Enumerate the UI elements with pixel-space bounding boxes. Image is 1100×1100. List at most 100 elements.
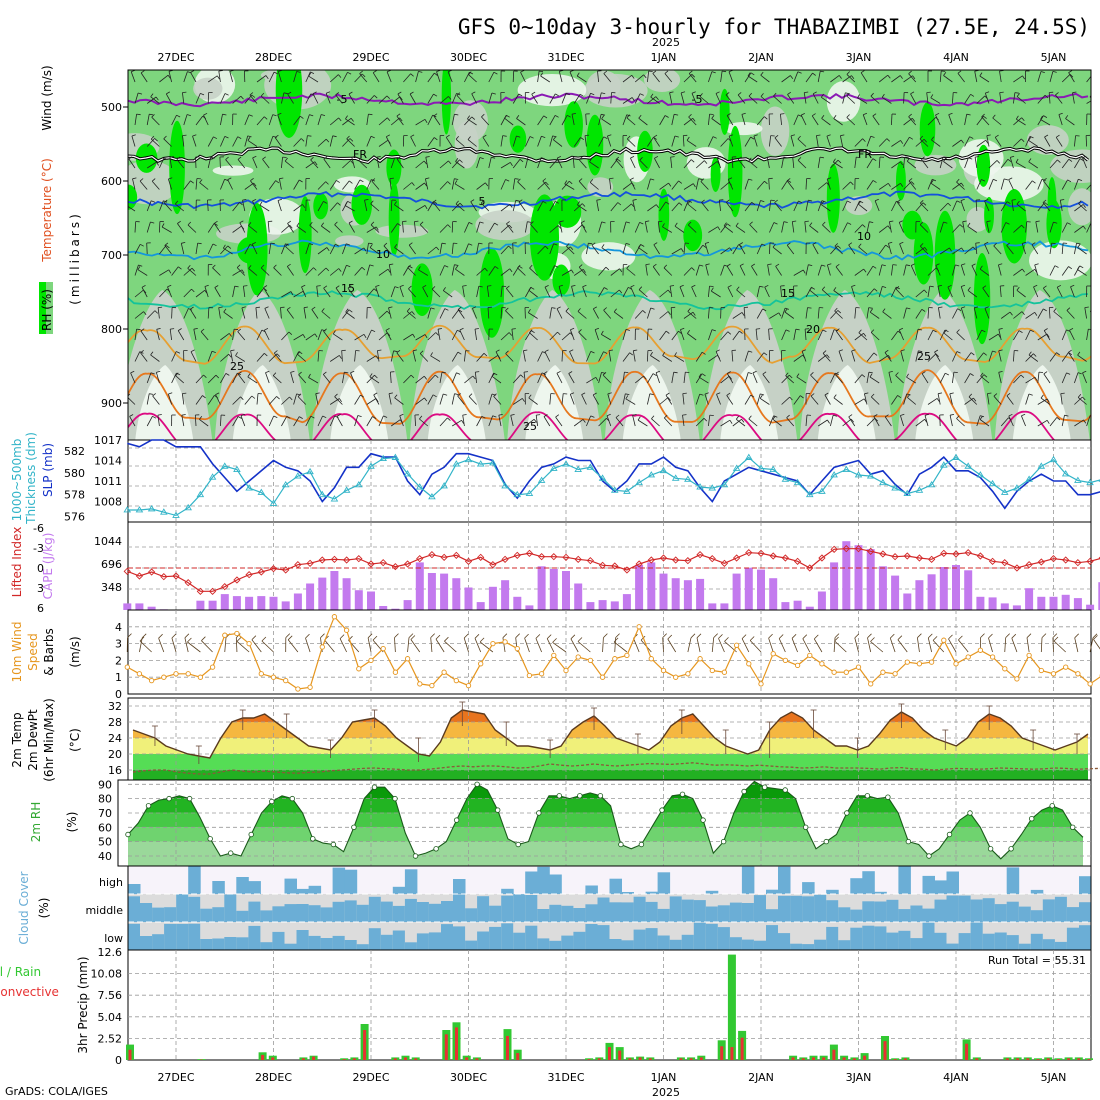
cape-bar-24 [416,562,424,610]
p8-ylabel-3: 3hr Precip (mm) [76,956,90,1053]
cloud-block-1-9 [236,911,249,922]
cape-bar-67 [940,567,948,610]
cloud-block-2-17 [333,936,346,950]
cape-bar-79 [1086,605,1094,610]
cloud-block-1-67 [935,900,948,922]
rh2m-point-54 [680,792,685,797]
rh2m-point-2 [146,804,151,809]
cloud-block-0-13 [285,879,298,894]
cape-bar-44 [660,574,668,610]
cape-bar-77 [1062,595,1070,610]
cape-bar-50 [733,574,741,610]
cape-bar-21 [379,606,387,610]
wind10m-point-28 [466,683,470,687]
cape-bar-61 [867,549,875,610]
p3-ylabel-li: Lifted Index [10,527,24,598]
bottom-date-31DEC: 31DEC [547,1071,584,1084]
cloud-block-2-13 [285,944,298,950]
pressure-tick-600: 600 [101,175,122,188]
temp2m-panel: 3228242016 2m Temp 2m DewPt (6hr Min/Max… [10,698,1100,782]
top-date-labels: 27DEC 28DEC 29DEC 30DEC 31DEC 1JAN 2JAN 3JAN 4JA… [157,51,1066,64]
precip-conv-bar-18 [312,1057,315,1060]
top-date-1JAN: 1JAN [651,51,677,64]
cloud-block-1-40 [610,902,623,922]
precip-conv-bar-17 [302,1058,305,1060]
rh-tick-90: 90 [98,778,112,791]
cloud-level-middle: middle [85,904,123,917]
cloud-block-0-31 [501,889,514,894]
wind10m-point-19 [357,667,361,671]
cloud-block-0-79 [1079,876,1092,894]
wind10m-point-23 [405,657,409,661]
slp-tick-1011: 1011 [94,475,122,488]
pressure-tick-500: 500 [101,101,122,114]
p2-ylabel-3: SLP (mb) [41,443,55,497]
precip-tick-12.6: 12.6 [98,946,123,959]
cloud-block-2-6 [200,939,213,950]
wind10m-point-69 [966,655,970,659]
precip-conv-bar-92 [1067,1058,1070,1060]
bottom-year-label: 2025 [652,1086,680,1099]
temp-tick-28: 28 [108,716,122,729]
cloud-block-2-39 [598,925,611,950]
cloud-block-1-20 [369,897,382,922]
rh2m-point-38 [516,842,521,847]
cloud-block-1-33 [525,895,538,922]
precip-conv-bar-33 [465,1057,468,1060]
cape-bar-68 [952,565,960,610]
wind10m-point-26 [442,670,446,674]
precip-panel: 12.610.087.565.042.520 Run Total = 55.31… [0,946,1093,1067]
cloud-block-2-52 [754,941,767,950]
precip-total-bar-59 [728,955,736,1060]
cape-bar-76 [1050,597,1058,610]
cloud-block-2-74 [1019,944,1032,950]
precip-tick-7.56: 7.56 [98,989,123,1002]
rh2m-point-0 [126,832,131,837]
cloud-block-1-19 [357,905,370,922]
cloud-block-2-47 [694,923,707,950]
precip-conv-bar-76 [904,1058,907,1060]
rh2m-point-30 [434,847,439,852]
wind10m-point-14 [296,687,300,691]
cloud-block-2-46 [682,935,695,950]
rh-tick-60: 60 [98,821,112,834]
precip-conv-bar-54 [679,1058,682,1060]
contour-label-6: 10 [857,230,871,243]
cape-bar-19 [355,590,363,610]
precip-conv-bar-48 [618,1051,621,1060]
wind-tick-3: 3 [115,638,122,651]
cloud-block-1-58 [826,900,839,922]
cloud-block-1-31 [501,896,514,922]
cloud-block-2-77 [1055,942,1068,950]
cloud-block-2-16 [321,938,334,950]
cape-bar-33 [525,605,533,610]
cape-bar-23 [404,600,412,610]
cloud-block-2-43 [646,928,659,950]
thickness-tick-582: 582 [64,445,85,458]
rh2m-point-10 [228,851,233,856]
cloud-block-2-55 [790,944,803,950]
precip-conv-bar-46 [598,1058,601,1060]
temp-band-1 [128,754,1091,770]
wind10m-point-39 [600,675,604,679]
bottom-date-29DEC: 29DEC [352,1071,389,1084]
cloud-block-0-40 [610,879,623,894]
cape-bar-12 [270,597,278,610]
cape-bar-48 [708,603,716,610]
p8-ylabel-1: Total / Rain [0,965,41,979]
cloud-block-2-4 [176,924,189,950]
wind10m-point-6 [198,675,202,679]
p2-ylabel-1: 1000~500mb [10,439,24,522]
cloud-block-2-61 [862,926,875,950]
cape-bar-72 [1001,603,1009,610]
p4-ylabel-4: (m/s) [68,636,82,667]
cloud-block-1-70 [971,900,984,923]
wind10m-point-29 [479,662,483,666]
rh2m-point-84 [988,847,993,852]
cloud-block-0-34 [537,867,550,894]
cape-bar-42 [635,565,643,610]
wind10m-point-48 [710,668,714,672]
p7-ylabel-2: (%) [37,898,51,919]
